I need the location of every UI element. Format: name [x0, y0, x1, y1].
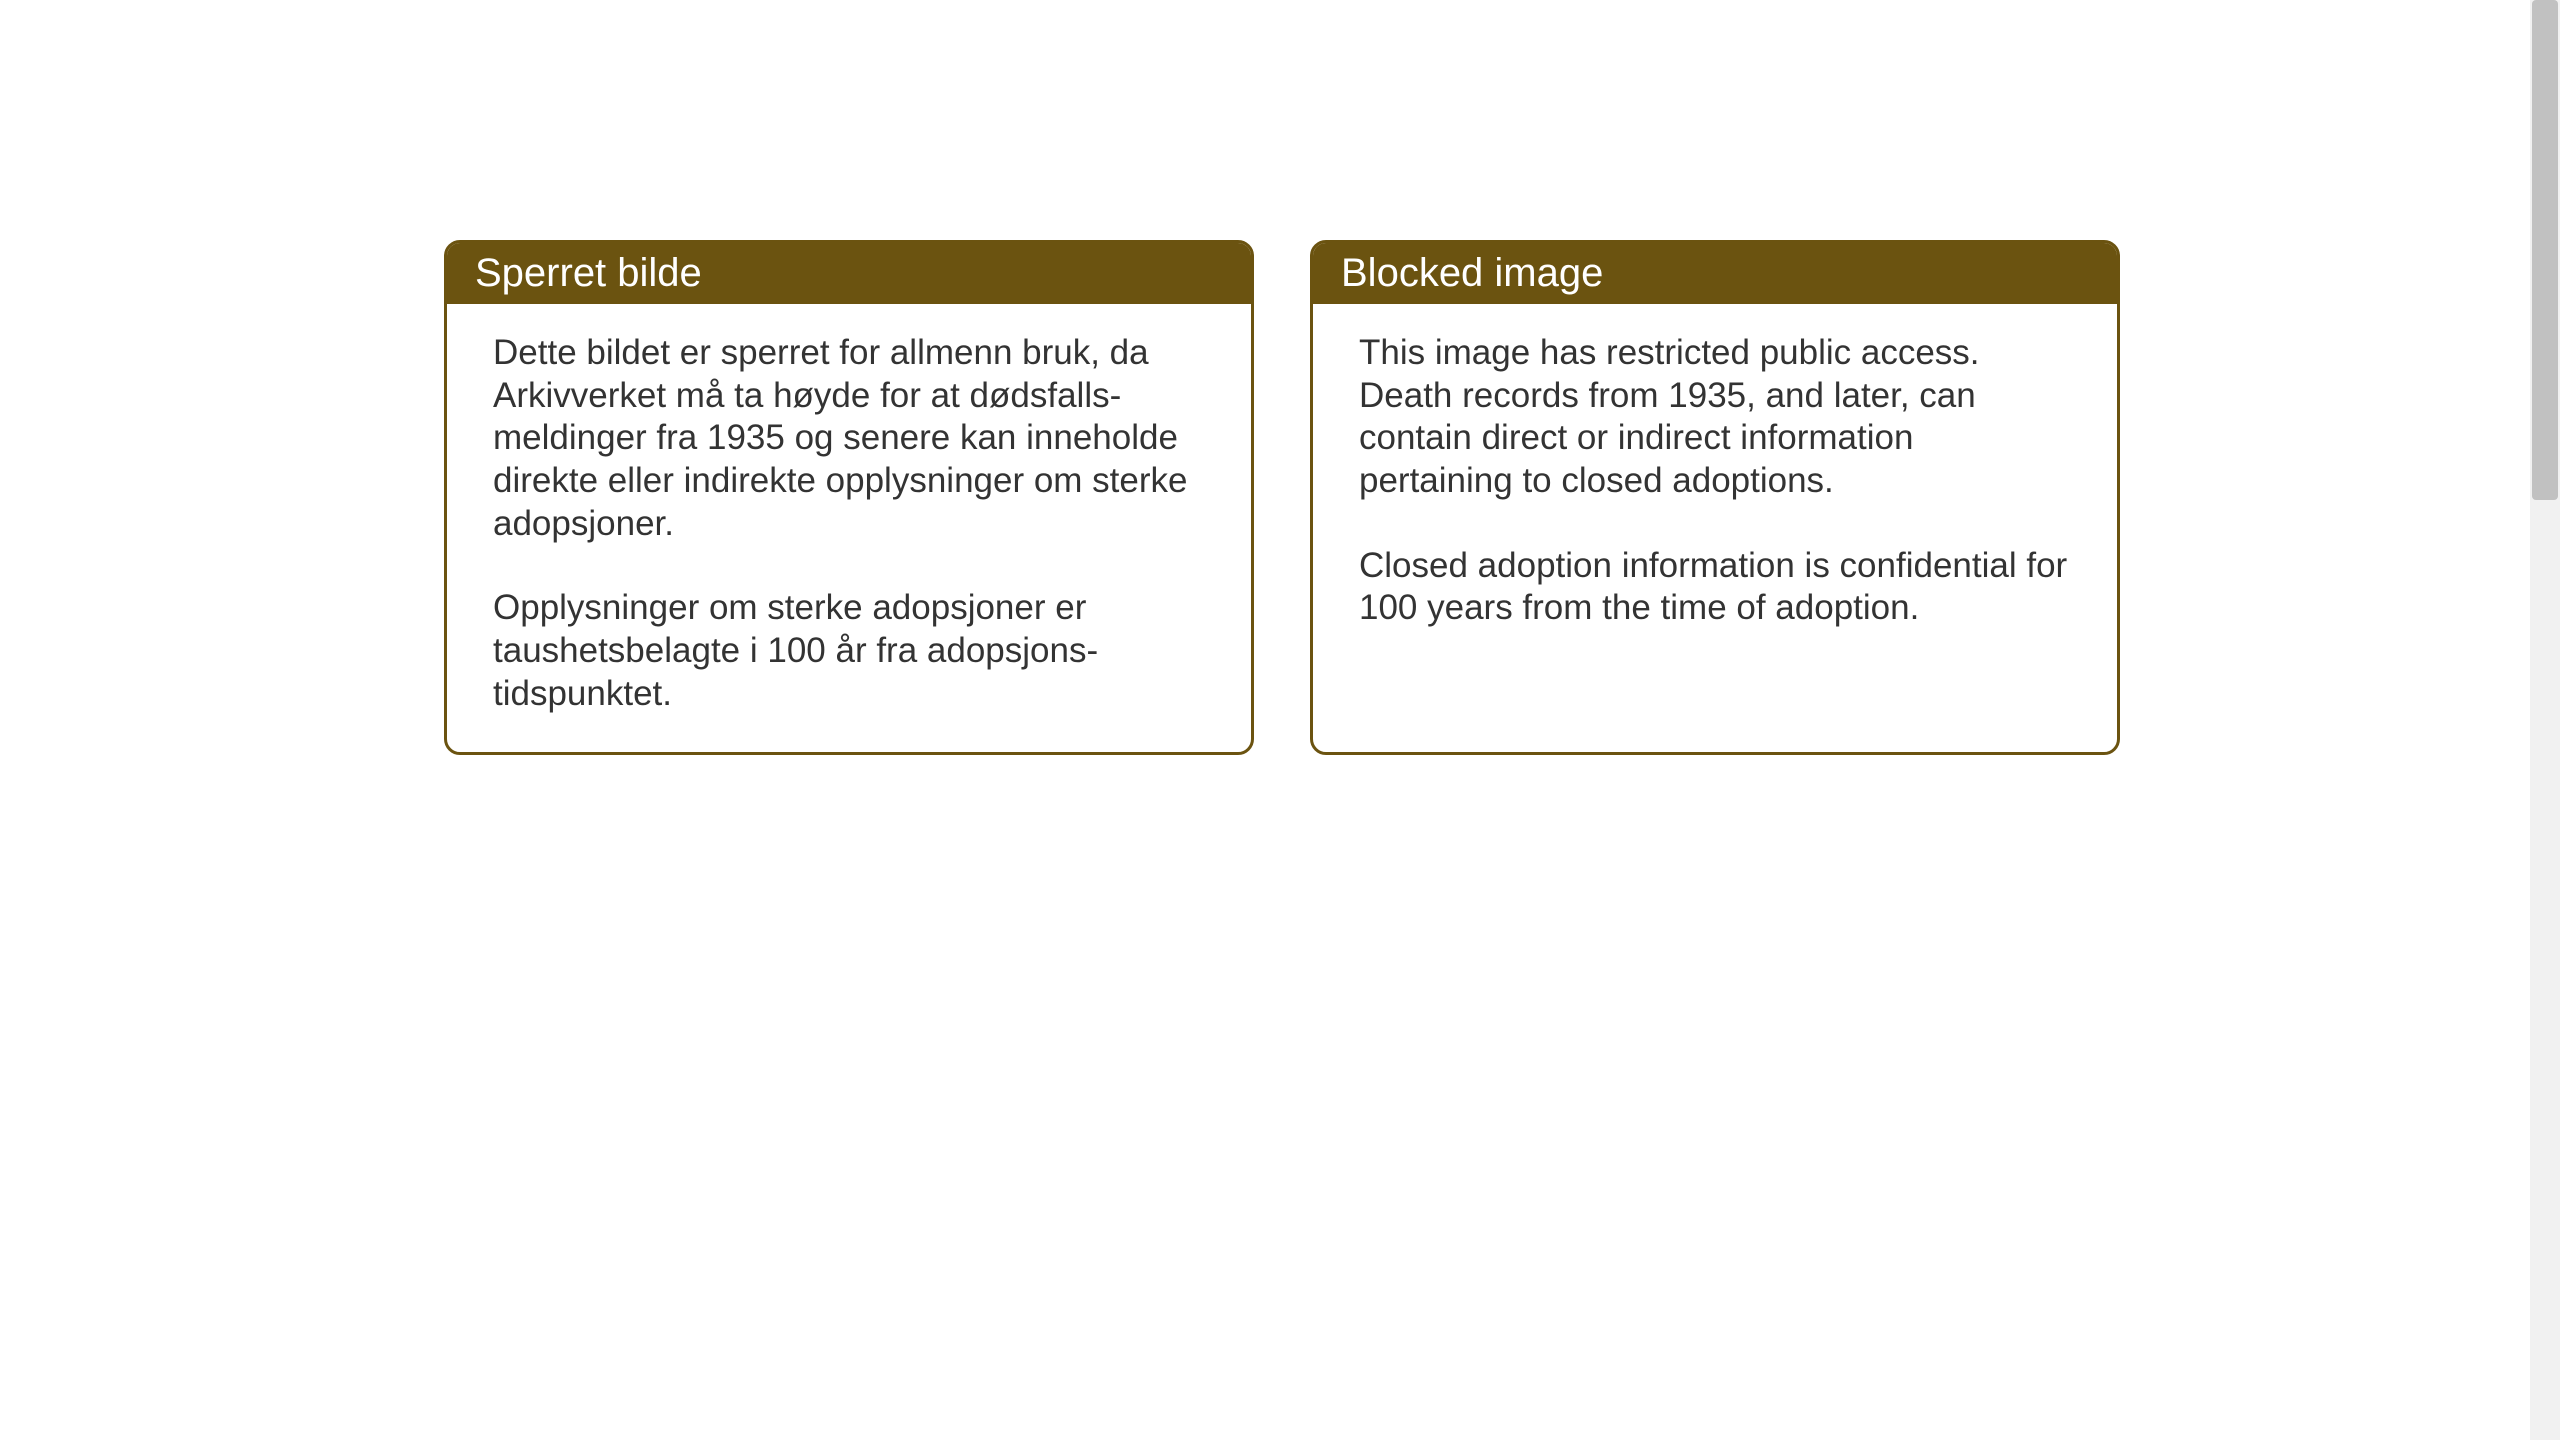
- notice-box-english: Blocked image This image has restricted …: [1310, 240, 2120, 755]
- notice-container: Sperret bilde Dette bildet er sperret fo…: [444, 240, 2120, 755]
- notice-header-english: Blocked image: [1313, 243, 2117, 304]
- notice-body-english: This image has restricted public access.…: [1313, 304, 2117, 666]
- scrollbar-thumb[interactable]: [2532, 0, 2558, 500]
- notice-box-norwegian: Sperret bilde Dette bildet er sperret fo…: [444, 240, 1254, 755]
- notice-header-norwegian: Sperret bilde: [447, 243, 1251, 304]
- notice-paragraph-1-english: This image has restricted public access.…: [1359, 332, 2071, 503]
- notice-title-norwegian: Sperret bilde: [475, 251, 702, 295]
- notice-title-english: Blocked image: [1341, 251, 1603, 295]
- scrollbar-track[interactable]: [2530, 0, 2560, 1440]
- notice-paragraph-2-norwegian: Opplysninger om sterke adopsjoner er tau…: [493, 587, 1205, 715]
- notice-paragraph-1-norwegian: Dette bildet er sperret for allmenn bruk…: [493, 332, 1205, 545]
- notice-paragraph-2-english: Closed adoption information is confident…: [1359, 545, 2071, 630]
- notice-body-norwegian: Dette bildet er sperret for allmenn bruk…: [447, 304, 1251, 752]
